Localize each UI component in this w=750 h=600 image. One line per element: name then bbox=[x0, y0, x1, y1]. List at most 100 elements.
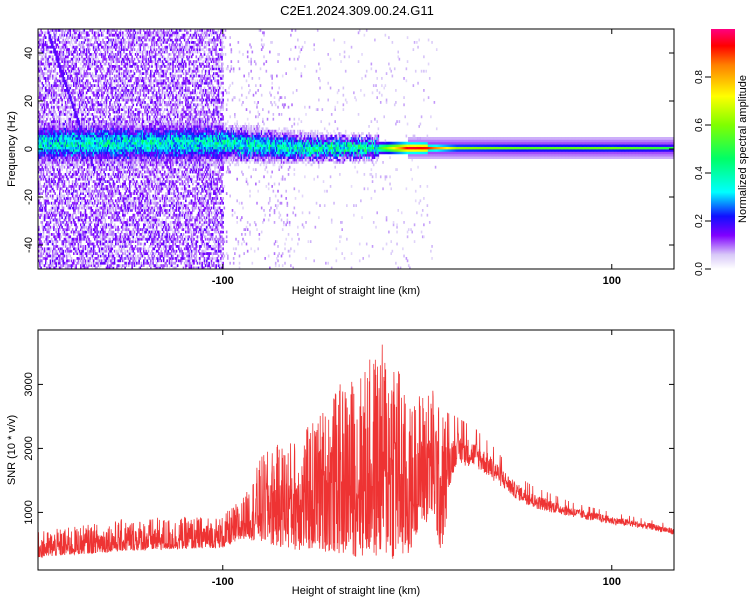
spectrogram-cell bbox=[76, 235, 79, 239]
spectrogram-cell bbox=[68, 69, 70, 73]
spectrogram-cell bbox=[40, 67, 42, 71]
spectrogram-cell bbox=[61, 259, 63, 263]
spectrogram-cell bbox=[90, 173, 93, 176]
spectrogram-cell bbox=[119, 38, 122, 42]
spectrogram-cell bbox=[112, 38, 115, 42]
spectrogram-cell bbox=[99, 122, 102, 126]
spectrogram-cell bbox=[59, 29, 61, 32]
spectrogram-cell bbox=[41, 101, 44, 104]
spectrogram-cell bbox=[102, 235, 104, 239]
spectrogram-cell bbox=[113, 141, 116, 145]
spectrogram-cell bbox=[76, 117, 79, 121]
spectrogram-cell bbox=[123, 134, 125, 138]
spectrogram-cell bbox=[43, 139, 46, 143]
spectrogram-cell bbox=[41, 31, 44, 35]
spectrogram-cell bbox=[64, 266, 67, 269]
spectrogram-cell bbox=[80, 153, 82, 157]
spectrogram-cell bbox=[112, 230, 115, 234]
spectrogram-cell bbox=[92, 165, 95, 169]
spectrogram-cell bbox=[87, 242, 89, 246]
spectrogram-cell bbox=[76, 225, 79, 229]
spectrogram-cell bbox=[127, 261, 130, 265]
spectrogram-cell bbox=[112, 201, 115, 205]
spectrogram-cell bbox=[46, 65, 48, 68]
spectrogram-cell bbox=[67, 194, 69, 198]
spectrogram-cell bbox=[116, 122, 118, 126]
spectrogram-cell bbox=[99, 170, 102, 174]
spectrogram-cell bbox=[122, 62, 124, 66]
spectrogram-cell bbox=[83, 218, 86, 222]
spectrogram-cell bbox=[96, 225, 98, 229]
spectrogram-cell bbox=[94, 197, 96, 200]
spectrogram-cell bbox=[74, 211, 76, 215]
spectrogram-cell bbox=[48, 264, 51, 267]
spectrogram-cell bbox=[43, 67, 46, 71]
spectrogram-cell bbox=[73, 134, 75, 138]
spectrogram-cell bbox=[55, 158, 58, 162]
spectrogram-cell bbox=[77, 204, 80, 207]
spectrogram-cell bbox=[41, 45, 44, 49]
spectrogram-cell bbox=[54, 79, 56, 83]
spectrogram-cell bbox=[94, 149, 96, 152]
spectrogram-cell bbox=[84, 137, 87, 140]
spectrogram-cell bbox=[80, 266, 82, 269]
spectrogram-cell bbox=[112, 173, 115, 176]
spectrogram-cell bbox=[118, 98, 121, 102]
spectrogram-cell bbox=[92, 233, 95, 236]
spectrogram-cell bbox=[45, 204, 47, 207]
spectrogram-cell bbox=[42, 225, 45, 229]
spectrogram-cell bbox=[47, 230, 49, 234]
spectrogram-cell bbox=[117, 252, 119, 255]
spectrogram-cell bbox=[48, 146, 51, 150]
spectrogram-cell bbox=[52, 122, 54, 126]
spectrogram-cell bbox=[53, 259, 55, 263]
spectrogram-cell bbox=[48, 266, 51, 269]
spectrogram-cell bbox=[106, 117, 109, 121]
spectrogram-cell bbox=[60, 50, 62, 54]
spectrogram-cell bbox=[96, 177, 98, 181]
spectrogram-cell bbox=[94, 60, 96, 63]
spectrogram-cell bbox=[120, 60, 123, 63]
spectrogram-cell bbox=[99, 180, 102, 183]
spectrogram-cell bbox=[48, 67, 51, 71]
spectrogram-cell bbox=[50, 110, 53, 114]
spectrogram-cell bbox=[119, 141, 122, 145]
spectrogram-cell bbox=[113, 65, 116, 68]
spectrogram-cell bbox=[49, 62, 52, 66]
spectrogram-cell bbox=[89, 134, 91, 138]
spectrogram-cell bbox=[110, 139, 112, 143]
spectrogram-cell bbox=[63, 228, 66, 231]
spectrogram-cell bbox=[66, 146, 68, 150]
spectrogram-cell bbox=[83, 60, 86, 63]
spectrogram-cell bbox=[78, 177, 81, 181]
spectrogram-cell bbox=[84, 213, 87, 217]
spectrogram-cell bbox=[59, 57, 61, 61]
spectrogram-cell bbox=[42, 96, 45, 99]
spectrogram-cell bbox=[123, 225, 125, 229]
spectrogram-cell bbox=[77, 242, 80, 246]
spectrogram-cell bbox=[74, 96, 76, 99]
spectrogram-cell bbox=[48, 254, 51, 258]
spectrogram-cell bbox=[61, 101, 63, 104]
spectrogram-cell bbox=[104, 180, 107, 183]
spectrogram-cell bbox=[89, 146, 91, 150]
spectrogram-cell bbox=[42, 134, 45, 138]
spectrogram-cell bbox=[48, 141, 51, 145]
spectrogram-cell bbox=[53, 170, 55, 174]
spectrogram-cell bbox=[124, 55, 126, 59]
spectrogram-cell bbox=[89, 228, 91, 231]
spectrogram-cell bbox=[117, 197, 119, 200]
spectrogram-cell bbox=[59, 81, 61, 85]
spectrogram-cell bbox=[59, 74, 61, 78]
spectrogram-cell bbox=[76, 139, 79, 143]
spectrogram-cell bbox=[110, 108, 112, 111]
spectrogram-cell bbox=[89, 177, 91, 181]
spectrogram-cell bbox=[62, 206, 65, 210]
spectrogram-cell bbox=[80, 72, 82, 75]
spectrogram-cell bbox=[69, 96, 72, 99]
spectrogram-cell bbox=[43, 266, 46, 269]
spectrogram-cell bbox=[45, 201, 47, 205]
spectrogram-cell bbox=[112, 170, 115, 174]
spectrogram-cell bbox=[54, 69, 56, 73]
spectrogram-cell bbox=[94, 33, 96, 37]
